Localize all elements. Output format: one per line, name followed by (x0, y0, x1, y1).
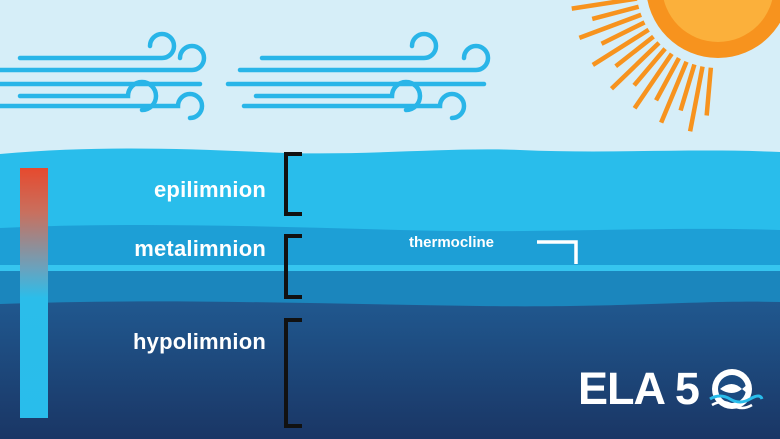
sun-ray (591, 27, 650, 67)
metalimnion-bracket (284, 234, 302, 299)
sun-ray (659, 60, 689, 124)
epilimnion-label: epilimnion (154, 177, 266, 202)
sun-ray (678, 63, 697, 112)
sun-ray (600, 20, 646, 46)
temperature-gradient-bar (20, 168, 48, 418)
thermocline-label: thermocline (409, 234, 495, 251)
hypolimnion-label: hypolimnion (133, 329, 266, 354)
sun-ray (614, 34, 655, 68)
sun-ray (704, 67, 714, 116)
sun-ray (609, 41, 661, 91)
sun-ray (591, 4, 640, 22)
ela-logo: ELA 5 (578, 363, 700, 414)
sun-ray (687, 66, 705, 132)
sun-ray (632, 47, 667, 87)
sun-ray (571, 0, 638, 11)
metalimnion-label: metalimnion (134, 236, 266, 261)
sun-ray (654, 57, 681, 102)
logo-text: ELA 5 (578, 363, 700, 414)
epilimnion-bracket (284, 152, 302, 216)
sun-icon (571, 0, 780, 132)
hypolimnion-layer (0, 301, 780, 439)
fish-wave-icon (709, 369, 764, 410)
thermocline-pointer (537, 240, 578, 264)
sun-ray (578, 12, 642, 40)
hypolimnion-bracket (284, 318, 302, 428)
sun-ray (632, 52, 674, 110)
wind-icon (0, 31, 491, 121)
thermocline-line (0, 265, 780, 271)
